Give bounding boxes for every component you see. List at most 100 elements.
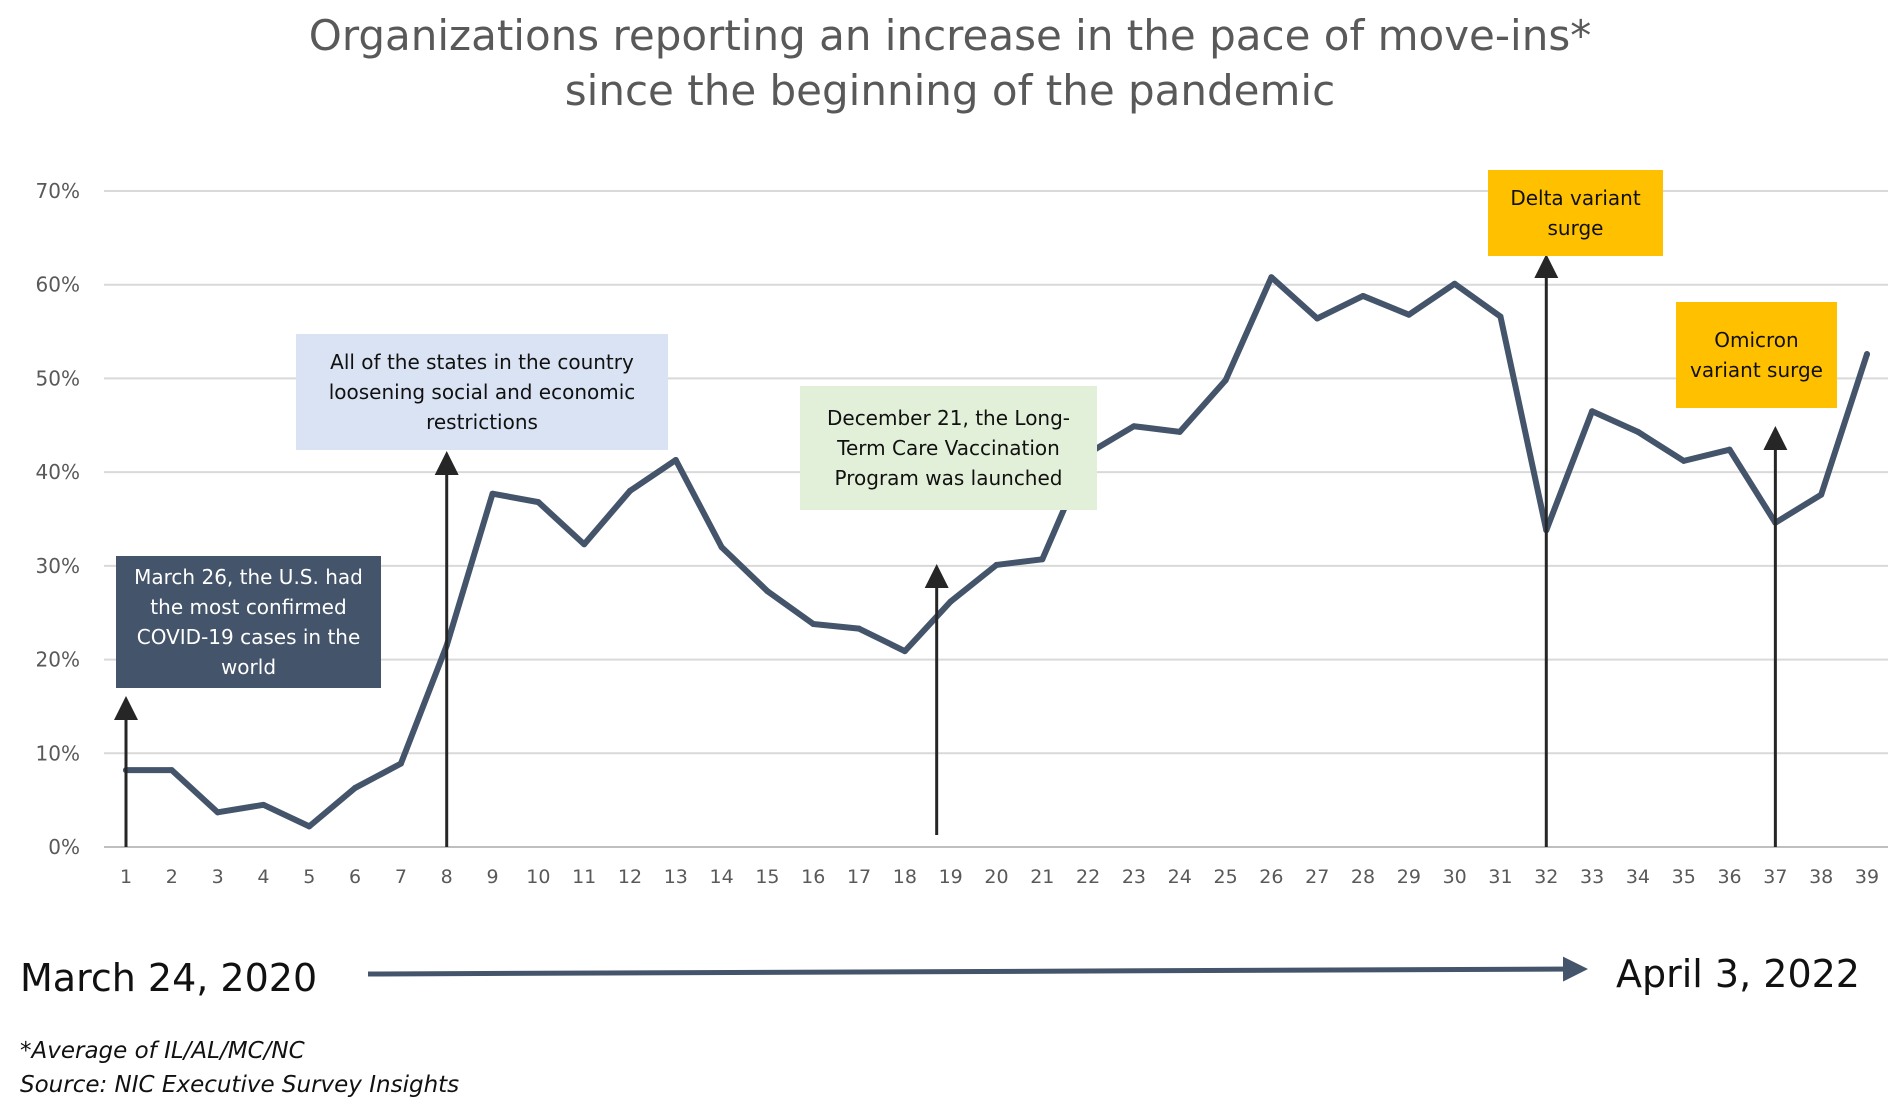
data-point	[1451, 280, 1458, 287]
annotation-arrows	[114, 254, 1788, 847]
x-tick-label: 2	[166, 866, 178, 888]
data-point	[1130, 423, 1137, 430]
x-tick-label: 31	[1488, 866, 1512, 888]
x-tick-label: 17	[847, 866, 871, 888]
x-tick-label: 27	[1305, 866, 1329, 888]
x-tick-label: 37	[1763, 866, 1787, 888]
x-tick-label: 18	[893, 866, 917, 888]
x-tick-label: 6	[349, 866, 361, 888]
x-tick-label: 20	[984, 866, 1008, 888]
footnote-average: *Average of IL/AL/MC/NC	[20, 1038, 305, 1064]
x-tick-label: 32	[1534, 866, 1558, 888]
annotation-states-loosening: All of the states in the country looseni…	[296, 334, 668, 450]
x-tick-label: 10	[526, 866, 550, 888]
annotation-states-loosening-text: All of the states in the country looseni…	[328, 350, 636, 434]
x-tick-label: 4	[257, 866, 269, 888]
data-point	[214, 809, 221, 816]
data-point	[1680, 457, 1687, 464]
chart-subtitle: since the beginning of the pandemic	[564, 66, 1336, 115]
y-tick-label: 60%	[36, 273, 80, 297]
data-point	[810, 620, 817, 627]
footnote-source: Source: NIC Executive Survey Insights	[20, 1072, 460, 1098]
data-point	[1268, 274, 1275, 281]
data-point	[626, 487, 633, 494]
x-tick-label: 34	[1626, 866, 1650, 888]
x-tick-label: 5	[303, 866, 315, 888]
x-tick-label: 1	[120, 866, 132, 888]
x-tick-label: 13	[664, 866, 688, 888]
y-tick-label: 50%	[36, 366, 80, 390]
data-point	[993, 561, 1000, 568]
x-tick-label: 25	[1213, 866, 1237, 888]
data-point	[672, 456, 679, 463]
x-tick-label: 30	[1443, 866, 1467, 888]
x-tick-label: 14	[710, 866, 734, 888]
y-tick-label: 0%	[48, 835, 80, 859]
data-point	[1222, 377, 1229, 384]
data-point	[1039, 556, 1046, 563]
data-point	[1360, 292, 1367, 299]
y-tick-label: 40%	[36, 460, 80, 484]
data-point	[489, 490, 496, 497]
series-layer	[123, 274, 1870, 830]
annotation-delta-surge-text: Delta variant surge	[1510, 186, 1641, 240]
timeline-end-date: April 3, 2022	[1616, 952, 1860, 996]
data-point	[947, 598, 954, 605]
x-tick-label: 21	[1030, 866, 1054, 888]
annotation-omicron-surge-text: Omicron variant surge	[1690, 328, 1823, 382]
x-tick-label: 23	[1122, 866, 1146, 888]
x-tick-label: 29	[1397, 866, 1421, 888]
data-point	[718, 544, 725, 551]
x-axis: 1 2 3 4 5 6 7 8 9 10 11 12 13 14 15 16 17 18 19 20 21 22 23 24 2…	[120, 866, 1879, 888]
data-point	[397, 760, 404, 767]
gridlines	[104, 190, 1888, 848]
timeline-start-date: March 24, 2020	[20, 956, 318, 1000]
data-point	[306, 823, 313, 830]
data-point	[1497, 313, 1504, 320]
data-point	[1726, 446, 1733, 453]
x-tick-label: 3	[212, 866, 224, 888]
x-tick-label: 15	[755, 866, 779, 888]
y-tick-label: 10%	[36, 741, 80, 765]
annotation-vaccination-program-text: December 21, the Long-Term Care Vaccinat…	[826, 406, 1071, 490]
data-point	[901, 648, 908, 655]
x-tick-label: 22	[1076, 866, 1100, 888]
x-tick-label: 38	[1809, 866, 1833, 888]
x-tick-label: 11	[572, 866, 596, 888]
y-tick-label: 70%	[36, 179, 80, 203]
data-point	[535, 499, 542, 506]
y-tick-label: 20%	[36, 648, 80, 672]
timeline-arrow	[367, 956, 1588, 982]
x-tick-label: 26	[1259, 866, 1283, 888]
annotation-vaccination-program: December 21, the Long-Term Care Vaccinat…	[800, 386, 1097, 510]
x-tick-label: 8	[441, 866, 453, 888]
chart-title: Organizations reporting an increase in t…	[308, 11, 1592, 60]
chart-title-block: Organizations reporting an increase in t…	[0, 8, 1900, 118]
x-tick-label: 16	[801, 866, 825, 888]
x-tick-label: 33	[1580, 866, 1604, 888]
annotation-delta-surge: Delta variant surge	[1488, 170, 1663, 256]
x-tick-label: 12	[618, 866, 642, 888]
y-tick-label: 30%	[36, 554, 80, 578]
data-point	[1818, 491, 1825, 498]
data-point	[352, 784, 359, 791]
x-tick-label: 7	[395, 866, 407, 888]
data-point	[1314, 315, 1321, 322]
data-point	[1589, 408, 1596, 415]
x-tick-label: 24	[1168, 866, 1192, 888]
data-point	[581, 541, 588, 548]
annotation-covid-cases: March 26, the U.S. had the most confirme…	[116, 556, 381, 688]
data-point	[1405, 311, 1412, 318]
x-tick-label: 39	[1855, 866, 1879, 888]
x-tick-label: 28	[1351, 866, 1375, 888]
data-point	[856, 625, 863, 632]
x-tick-label: 19	[939, 866, 963, 888]
data-point	[1176, 428, 1183, 435]
x-tick-label: 36	[1717, 866, 1741, 888]
y-axis: 0% 10% 20% 30% 40% 50% 60% 70%	[36, 179, 80, 859]
x-tick-label: 35	[1672, 866, 1696, 888]
annotation-omicron-surge: Omicron variant surge	[1676, 302, 1837, 408]
annotation-covid-cases-text: March 26, the U.S. had the most confirme…	[134, 565, 363, 679]
data-point	[764, 588, 771, 595]
data-point	[260, 801, 267, 808]
